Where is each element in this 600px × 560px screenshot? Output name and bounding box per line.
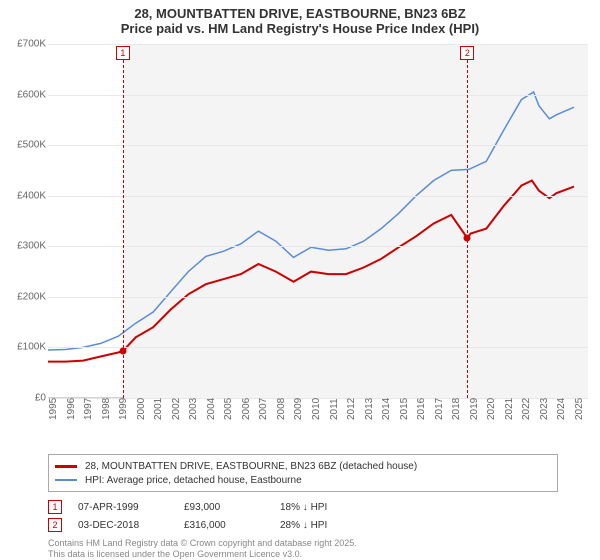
- gridline: [48, 347, 588, 348]
- y-tick-label: £500K: [12, 140, 46, 151]
- x-tick-label: 2012: [346, 398, 357, 420]
- x-tick-label: 2023: [539, 398, 550, 420]
- x-tick-label: 2005: [223, 398, 234, 420]
- x-tick-label: 2009: [293, 398, 304, 420]
- x-tick-label: 2024: [556, 398, 567, 420]
- sale-rows: 1 07-APR-1999 £93,000 18% ↓ HPI 2 03-DEC-2018…: [48, 498, 588, 534]
- x-tick-label: 2020: [486, 398, 497, 420]
- plot-region: £0£100K£200K£300K£400K£500K£600K£700K199…: [48, 44, 588, 398]
- x-tick-label: 2000: [136, 398, 147, 420]
- y-tick-label: £0: [12, 393, 46, 404]
- gridline: [48, 297, 588, 298]
- chart-container: 28, MOUNTBATTEN DRIVE, EASTBOURNE, BN23 …: [0, 0, 600, 560]
- hpi-line: [48, 92, 574, 350]
- x-tick-label: 2018: [451, 398, 462, 420]
- x-tick-label: 2013: [364, 398, 375, 420]
- sale-point-dot: [119, 347, 126, 354]
- footer: Contains HM Land Registry data © Crown c…: [48, 538, 588, 560]
- sale-price: £93,000: [184, 502, 264, 513]
- sale-date: 03-DEC-2018: [78, 520, 168, 531]
- x-tick-label: 2002: [171, 398, 182, 420]
- y-tick-label: £200K: [12, 291, 46, 302]
- swatch-hpi: [55, 479, 77, 481]
- x-tick-label: 2015: [399, 398, 410, 420]
- x-tick-label: 1999: [118, 398, 129, 420]
- x-tick-label: 2017: [434, 398, 445, 420]
- y-tick-label: £300K: [12, 241, 46, 252]
- gridline: [48, 246, 588, 247]
- x-tick-label: 2021: [504, 398, 515, 420]
- x-tick-label: 2016: [416, 398, 427, 420]
- x-tick-label: 1996: [66, 398, 77, 420]
- sale-point-dot: [464, 235, 471, 242]
- x-tick-label: 2019: [469, 398, 480, 420]
- x-tick-label: 2010: [311, 398, 322, 420]
- x-tick-label: 2022: [521, 398, 532, 420]
- sale-pct: 18% ↓ HPI: [280, 502, 370, 513]
- footer-line-1: Contains HM Land Registry data © Crown c…: [48, 538, 588, 549]
- gridline: [48, 44, 588, 45]
- swatch-price-paid: [55, 465, 77, 468]
- title-block: 28, MOUNTBATTEN DRIVE, EASTBOURNE, BN23 …: [0, 0, 600, 36]
- chart-subtitle: Price paid vs. HM Land Registry's House …: [0, 21, 600, 36]
- x-tick-label: 2008: [276, 398, 287, 420]
- y-tick-label: £100K: [12, 342, 46, 353]
- legend-row-price-paid: 28, MOUNTBATTEN DRIVE, EASTBOURNE, BN23 …: [55, 459, 551, 473]
- x-tick-label: 2025: [574, 398, 585, 420]
- x-tick-label: 2006: [241, 398, 252, 420]
- sale-marker-line: [467, 60, 468, 398]
- sale-marker-inline: 2: [48, 518, 62, 532]
- sale-marker-box: 2: [460, 46, 474, 60]
- x-tick-label: 2011: [329, 398, 340, 420]
- x-tick-label: 2004: [206, 398, 217, 420]
- y-tick-label: £400K: [12, 190, 46, 201]
- sale-pct: 28% ↓ HPI: [280, 520, 370, 531]
- legend-label-hpi: HPI: Average price, detached house, East…: [85, 475, 302, 486]
- x-tick-label: 1995: [48, 398, 59, 420]
- sale-row: 2 03-DEC-2018 £316,000 28% ↓ HPI: [48, 516, 588, 534]
- x-tick-label: 1997: [83, 398, 94, 420]
- sale-row: 1 07-APR-1999 £93,000 18% ↓ HPI: [48, 498, 588, 516]
- gridline: [48, 145, 588, 146]
- gridline: [48, 196, 588, 197]
- x-tick-label: 2001: [153, 398, 164, 420]
- chart-title: 28, MOUNTBATTEN DRIVE, EASTBOURNE, BN23 …: [0, 6, 600, 21]
- legend-label-price-paid: 28, MOUNTBATTEN DRIVE, EASTBOURNE, BN23 …: [85, 461, 417, 472]
- footer-line-2: This data is licensed under the Open Gov…: [48, 549, 588, 560]
- legend-row-hpi: HPI: Average price, detached house, East…: [55, 473, 551, 487]
- chart-area: £0£100K£200K£300K£400K£500K£600K£700K199…: [12, 44, 588, 424]
- line-svg: [48, 44, 588, 398]
- x-tick-label: 2007: [258, 398, 269, 420]
- sale-marker-inline: 1: [48, 500, 62, 514]
- sale-date: 07-APR-1999: [78, 502, 168, 513]
- sale-marker-box: 1: [116, 46, 130, 60]
- x-tick-label: 2014: [381, 398, 392, 420]
- x-tick-label: 1998: [101, 398, 112, 420]
- y-tick-label: £700K: [12, 39, 46, 50]
- sale-price: £316,000: [184, 520, 264, 531]
- y-tick-label: £600K: [12, 89, 46, 100]
- legend: 28, MOUNTBATTEN DRIVE, EASTBOURNE, BN23 …: [48, 454, 558, 492]
- price-paid-line: [48, 181, 574, 362]
- gridline: [48, 95, 588, 96]
- x-tick-label: 2003: [188, 398, 199, 420]
